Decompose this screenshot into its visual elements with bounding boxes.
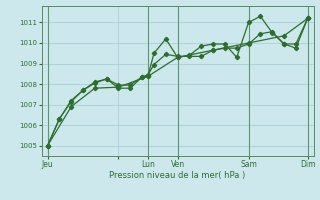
X-axis label: Pression niveau de la mer( hPa ): Pression niveau de la mer( hPa )	[109, 171, 246, 180]
